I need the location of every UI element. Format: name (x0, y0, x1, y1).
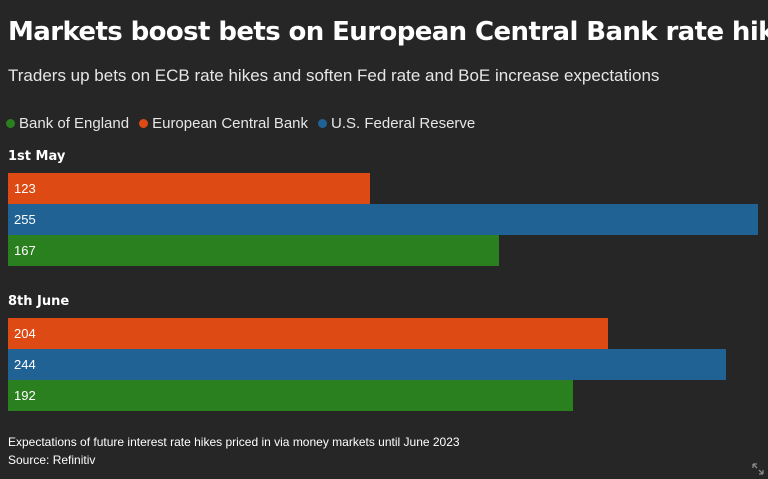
legend-swatch (318, 119, 328, 128)
legend-swatch (139, 119, 149, 128)
bar: 192 (8, 380, 573, 411)
group-label: 1st May (8, 149, 66, 164)
legend-item-boe: Bank of England (6, 115, 129, 132)
legend: Bank of England European Central Bank U.… (6, 115, 485, 132)
expand-icon[interactable] (752, 463, 764, 475)
bar: 204 (8, 318, 608, 349)
bar: 255 (8, 204, 758, 235)
bar-value-label: 204 (14, 326, 36, 341)
legend-item-fed: U.S. Federal Reserve (318, 115, 475, 132)
bar-value-label: 244 (14, 357, 36, 372)
bar: 244 (8, 349, 726, 380)
legend-label: Bank of England (19, 115, 130, 132)
group-label: 8th June (8, 294, 70, 309)
bar: 167 (8, 235, 499, 266)
legend-item-ecb: European Central Bank (139, 115, 308, 132)
chart-title: Markets boost bets on European Central B… (8, 17, 768, 47)
legend-label: U.S. Federal Reserve (331, 115, 476, 132)
footnote-text: Expectations of future interest rate hik… (8, 435, 460, 449)
bar: 123 (8, 173, 370, 204)
chart-subtitle: Traders up bets on ECB rate hikes and so… (8, 66, 660, 85)
source-text: Source: Refinitiv (8, 453, 96, 467)
bar-value-label: 167 (14, 243, 36, 258)
footnote: Expectations of future interest rate hik… (8, 433, 460, 469)
bar-value-label: 255 (14, 212, 36, 227)
legend-swatch (6, 119, 15, 128)
legend-label: European Central Bank (152, 115, 309, 132)
bar-value-label: 123 (14, 181, 36, 196)
bar-value-label: 192 (14, 388, 36, 403)
